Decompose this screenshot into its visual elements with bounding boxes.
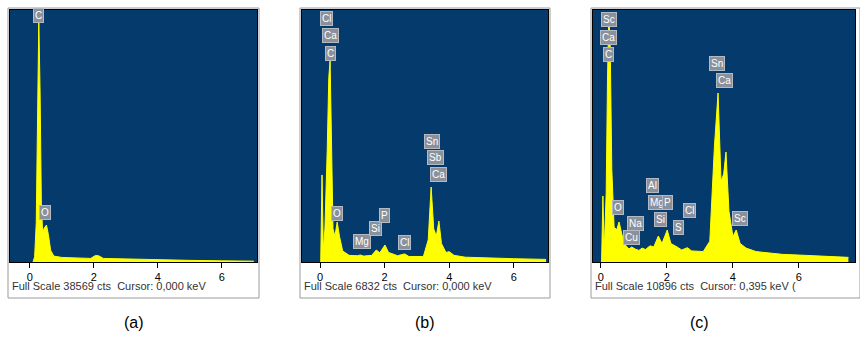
svg-text:Sn: Sn (711, 58, 723, 69)
svg-text:Ca: Ca (718, 75, 731, 86)
svg-text:6: 6 (219, 271, 225, 283)
svg-text:2: 2 (382, 271, 388, 283)
svg-text:Full Scale 6832 cts Cursor: 0: Full Scale 6832 cts Cursor: 0,000 keV (304, 280, 492, 292)
svg-text:Sb: Sb (429, 152, 442, 163)
svg-text:Si: Si (371, 223, 380, 234)
svg-text:Si: Si (656, 214, 665, 225)
svg-text:Full Scale 10896 cts Cursor:: Full Scale 10896 cts Cursor: 0,395 keV ( (595, 280, 796, 292)
svg-text:Cu: Cu (625, 232, 638, 243)
svg-text:Ca: Ca (324, 30, 337, 41)
svg-text:Cl: Cl (400, 237, 409, 248)
svg-text:4: 4 (446, 271, 452, 283)
svg-text:Full Scale 38569 cts Cursor:: Full Scale 38569 cts Cursor: 0,000 keV (12, 280, 206, 292)
svg-text:Sn: Sn (426, 136, 438, 147)
svg-text:Cl: Cl (322, 13, 331, 24)
svg-text:4: 4 (730, 271, 736, 283)
svg-text:Na: Na (629, 218, 642, 229)
svg-text:Ca: Ca (432, 169, 445, 180)
svg-text:4: 4 (155, 271, 161, 283)
svg-text:S: S (675, 222, 682, 233)
svg-text:Sc: Sc (734, 213, 746, 224)
svg-text:Al: Al (648, 180, 657, 191)
svg-text:0: 0 (27, 271, 33, 283)
svg-text:Mg: Mg (355, 236, 369, 247)
svg-text:Mg: Mg (650, 197, 664, 208)
svg-text:C: C (327, 48, 334, 59)
svg-text:2: 2 (91, 271, 97, 283)
svg-text:(c): (c) (690, 314, 709, 331)
svg-text:0: 0 (598, 271, 604, 283)
svg-text:O: O (41, 207, 49, 218)
svg-text:O: O (614, 202, 622, 213)
svg-text:(b): (b) (415, 314, 435, 331)
svg-text:6: 6 (796, 271, 802, 283)
svg-text:(a): (a) (124, 314, 144, 331)
svg-text:C: C (605, 49, 612, 60)
svg-text:P: P (381, 210, 388, 221)
svg-text:Sc: Sc (603, 14, 615, 25)
svg-text:0: 0 (317, 271, 323, 283)
svg-text:Cl: Cl (685, 205, 694, 216)
svg-text:Ca: Ca (602, 32, 615, 43)
svg-text:P: P (664, 197, 671, 208)
svg-text:C: C (35, 10, 42, 21)
svg-text:O: O (333, 208, 341, 219)
svg-text:6: 6 (511, 271, 517, 283)
svg-text:2: 2 (664, 271, 670, 283)
